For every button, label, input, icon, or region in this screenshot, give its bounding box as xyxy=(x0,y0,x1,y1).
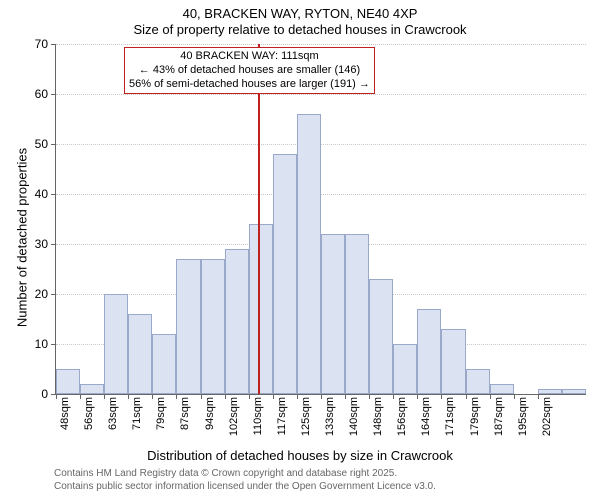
xtick-mark xyxy=(345,394,346,399)
ytick-label: 20 xyxy=(18,287,48,301)
xtick-mark xyxy=(514,394,515,399)
property-marker-line xyxy=(258,44,260,394)
histogram-bar xyxy=(128,314,152,394)
xtick-mark xyxy=(273,394,274,399)
x-axis-label: Distribution of detached houses by size … xyxy=(0,448,600,463)
histogram-bar xyxy=(490,384,514,394)
xtick-mark xyxy=(441,394,442,399)
xtick-label: 179sqm xyxy=(469,397,481,445)
xtick-mark xyxy=(80,394,81,399)
grid-line xyxy=(56,144,586,145)
ytick-label: 50 xyxy=(18,137,48,151)
histogram-bar xyxy=(201,259,225,394)
xtick-label: 171sqm xyxy=(444,397,456,445)
ytick-mark xyxy=(51,244,56,245)
ytick-label: 40 xyxy=(18,187,48,201)
xtick-mark xyxy=(297,394,298,399)
chart-title-line2: Size of property relative to detached ho… xyxy=(0,22,600,37)
ytick-mark xyxy=(51,294,56,295)
ytick-mark xyxy=(51,94,56,95)
xtick-label: 117sqm xyxy=(276,397,288,445)
xtick-mark xyxy=(538,394,539,399)
ytick-label: 60 xyxy=(18,87,48,101)
annotation-line1: 40 BRACKEN WAY: 111sqm xyxy=(129,50,370,64)
histogram-bar xyxy=(393,344,417,394)
grid-line xyxy=(56,44,586,45)
histogram-bar xyxy=(56,369,80,394)
xtick-label: 102sqm xyxy=(228,397,240,445)
ytick-mark xyxy=(51,44,56,45)
xtick-label: 79sqm xyxy=(155,397,167,445)
histogram-bar xyxy=(176,259,200,394)
xtick-mark xyxy=(201,394,202,399)
xtick-mark xyxy=(490,394,491,399)
xtick-label: 94sqm xyxy=(204,397,216,445)
grid-line xyxy=(56,194,586,195)
xtick-label: 110sqm xyxy=(252,397,264,445)
annotation-line3: 56% of semi-detached houses are larger (… xyxy=(129,78,370,92)
histogram-bar xyxy=(249,224,273,394)
xtick-mark xyxy=(225,394,226,399)
xtick-label: 187sqm xyxy=(493,397,505,445)
xtick-label: 202sqm xyxy=(541,397,553,445)
histogram-bar xyxy=(538,389,562,394)
xtick-mark xyxy=(321,394,322,399)
histogram-bar xyxy=(562,389,586,394)
xtick-label: 164sqm xyxy=(420,397,432,445)
xtick-mark xyxy=(369,394,370,399)
xtick-label: 87sqm xyxy=(179,397,191,445)
histogram-bar xyxy=(273,154,297,394)
ytick-mark xyxy=(51,344,56,345)
xtick-label: 148sqm xyxy=(372,397,384,445)
histogram-plot: 01020304050607048sqm56sqm63sqm71sqm79sqm… xyxy=(55,44,586,395)
footer-line2: Contains public sector information licen… xyxy=(54,481,436,494)
histogram-bar xyxy=(321,234,345,394)
xtick-mark xyxy=(176,394,177,399)
ytick-label: 0 xyxy=(18,387,48,401)
xtick-label: 133sqm xyxy=(324,397,336,445)
xtick-mark xyxy=(466,394,467,399)
histogram-bar xyxy=(297,114,321,394)
ytick-label: 10 xyxy=(18,337,48,351)
xtick-mark xyxy=(393,394,394,399)
footer-attribution: Contains HM Land Registry data © Crown c… xyxy=(54,468,436,493)
ytick-mark xyxy=(51,194,56,195)
xtick-label: 140sqm xyxy=(348,397,360,445)
xtick-mark xyxy=(249,394,250,399)
xtick-mark xyxy=(417,394,418,399)
chart-title-line1: 40, BRACKEN WAY, RYTON, NE40 4XP xyxy=(0,6,600,21)
histogram-bar xyxy=(441,329,465,394)
xtick-label: 56sqm xyxy=(83,397,95,445)
xtick-mark xyxy=(152,394,153,399)
ytick-mark xyxy=(51,144,56,145)
histogram-bar xyxy=(80,384,104,394)
annotation-box: 40 BRACKEN WAY: 111sqm← 43% of detached … xyxy=(124,47,375,94)
ytick-label: 70 xyxy=(18,37,48,51)
xtick-label: 63sqm xyxy=(107,397,119,445)
xtick-label: 71sqm xyxy=(131,397,143,445)
xtick-label: 125sqm xyxy=(300,397,312,445)
histogram-bar xyxy=(345,234,369,394)
annotation-line2: ← 43% of detached houses are smaller (14… xyxy=(129,64,370,78)
histogram-bar xyxy=(104,294,128,394)
xtick-mark xyxy=(56,394,57,399)
xtick-label: 48sqm xyxy=(59,397,71,445)
xtick-label: 156sqm xyxy=(396,397,408,445)
xtick-mark xyxy=(128,394,129,399)
histogram-bar xyxy=(369,279,393,394)
xtick-mark xyxy=(104,394,105,399)
xtick-label: 195sqm xyxy=(517,397,529,445)
histogram-bar xyxy=(152,334,176,394)
histogram-bar xyxy=(417,309,441,394)
footer-line1: Contains HM Land Registry data © Crown c… xyxy=(54,468,436,481)
histogram-bar xyxy=(466,369,490,394)
histogram-bar xyxy=(225,249,249,394)
ytick-label: 30 xyxy=(18,237,48,251)
